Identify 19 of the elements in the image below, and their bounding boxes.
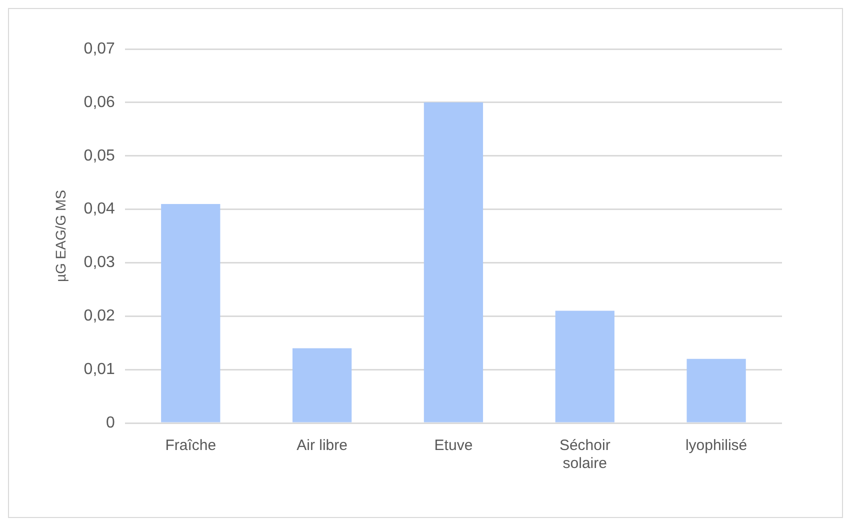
y-tick-label: 0,07 [84, 40, 116, 58]
y-tick-label: 0,01 [84, 360, 116, 378]
y-tick-label: 0,06 [84, 94, 116, 111]
x-tick-label: lyophilisé [685, 437, 748, 454]
y-axis-title: µG EAG/G MS [52, 190, 68, 282]
y-tick-label: 0,05 [84, 147, 116, 164]
bar [161, 204, 220, 422]
x-tick-label: Etuve [434, 437, 473, 454]
bar [686, 358, 746, 422]
y-tick-label: 0,04 [84, 200, 116, 218]
y-tick-label: 0 [106, 414, 116, 432]
y-tick-label: 0,03 [84, 254, 116, 272]
bar [555, 310, 614, 422]
bar [292, 348, 352, 422]
x-tick-label: Fraîche [165, 437, 216, 454]
x-tick-label: Séchoir solaire [559, 437, 610, 472]
x-tick-label: Air libre [296, 437, 348, 454]
bar [424, 102, 484, 422]
y-tick-label: 0,02 [84, 308, 116, 325]
